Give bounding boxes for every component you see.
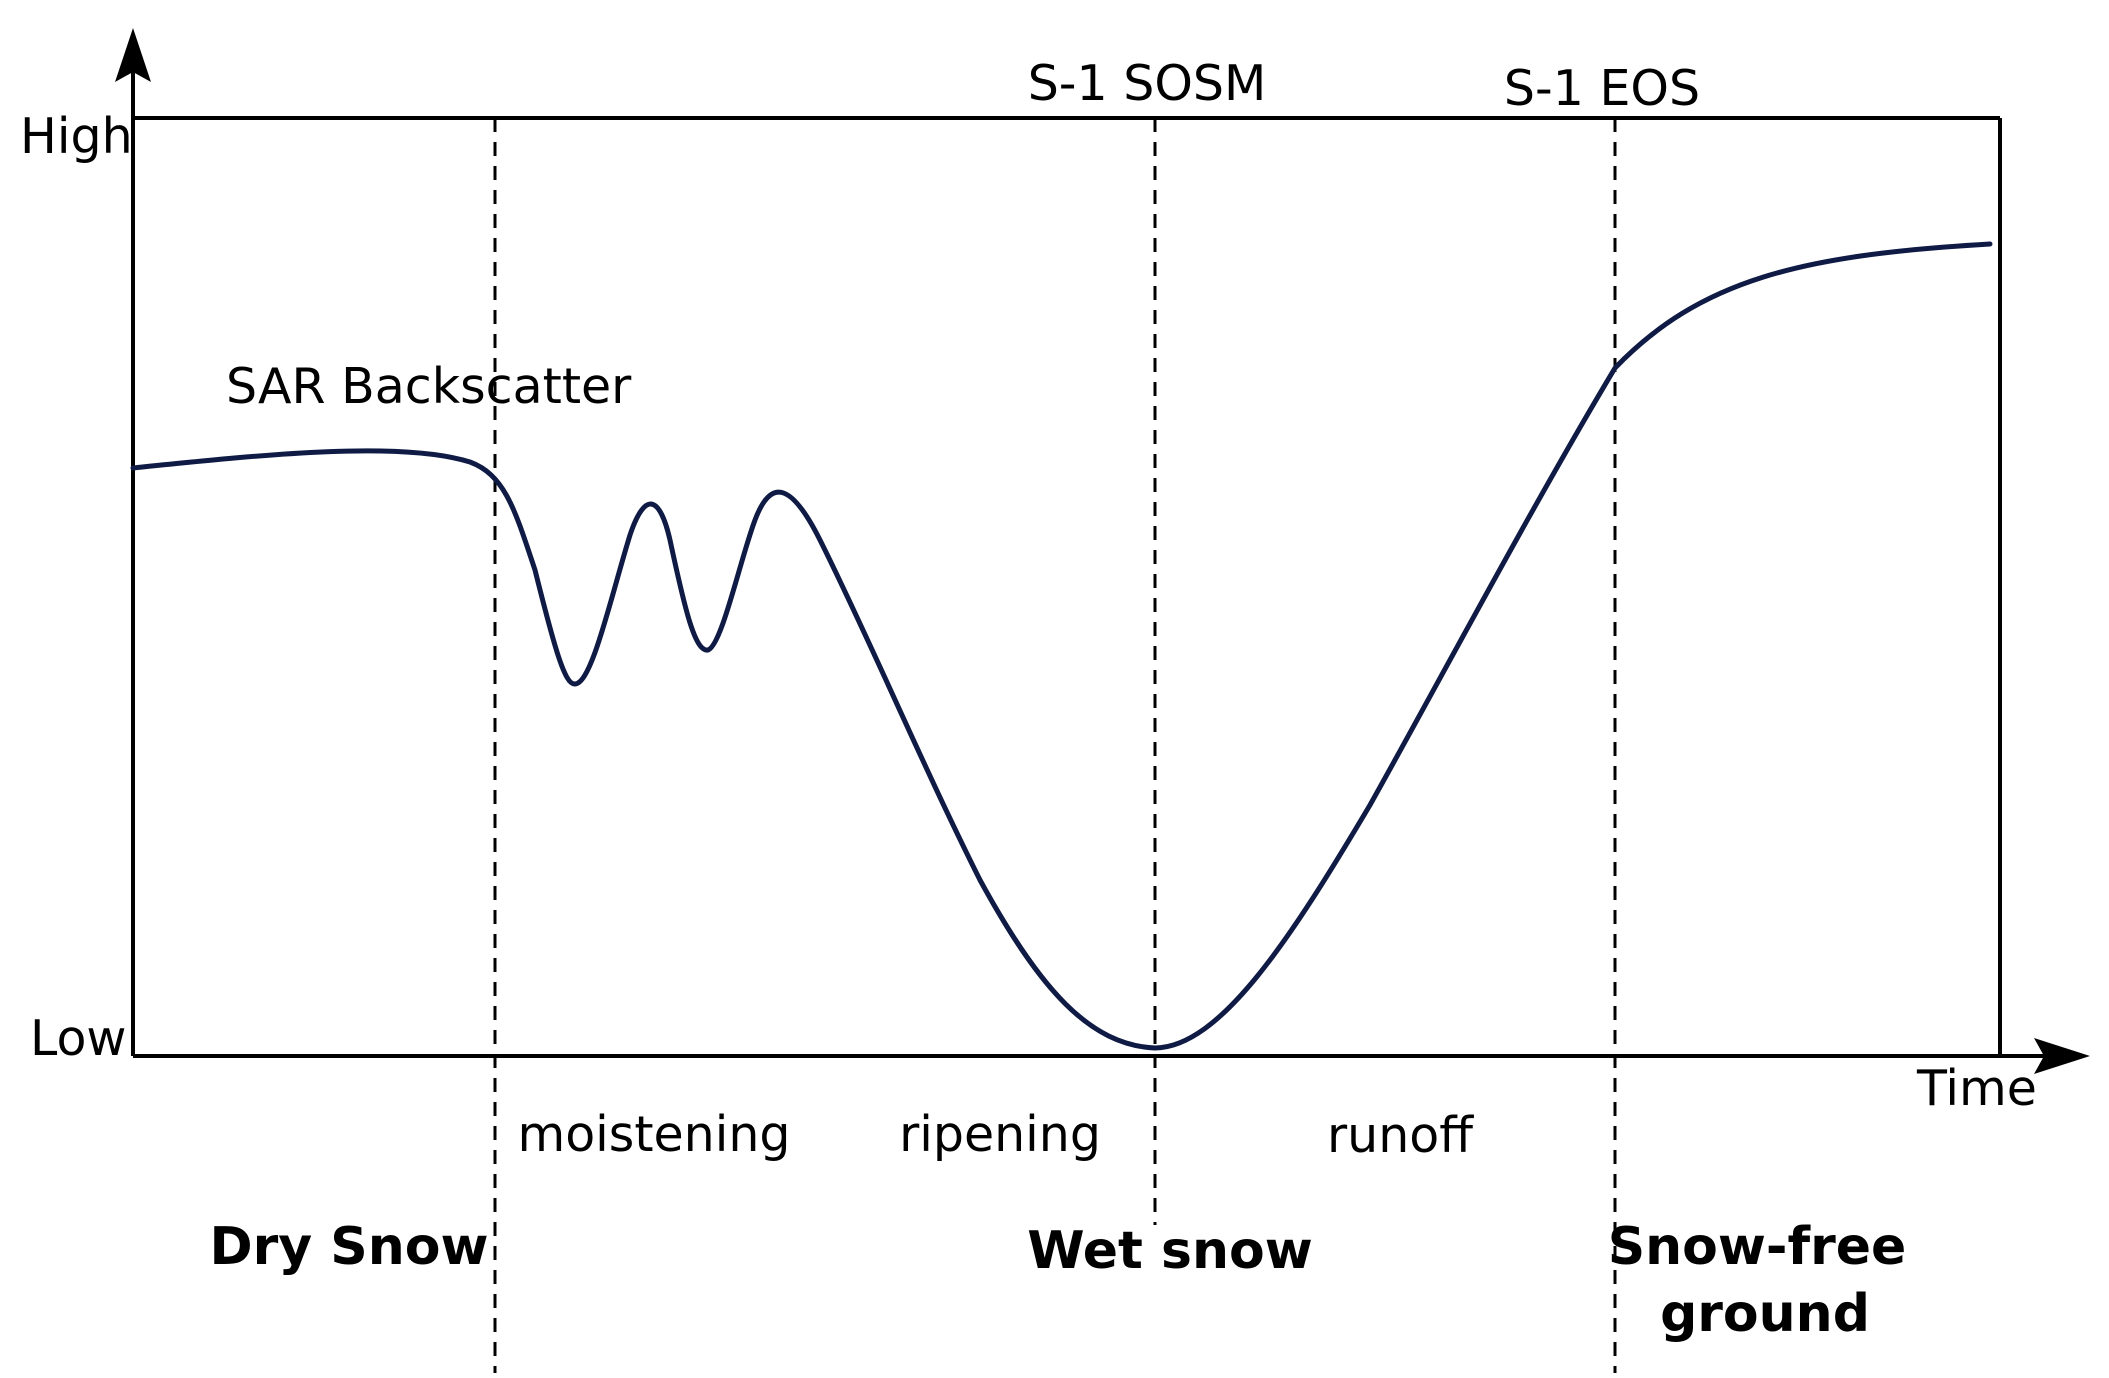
- state-wet-snow-label: Wet snow: [1027, 1221, 1312, 1281]
- marker-sosm-label: S-1 SOSM: [1028, 55, 1267, 112]
- y-axis-low-label: Low: [30, 1010, 127, 1067]
- state-snow-free-line2: ground: [1660, 1284, 1870, 1344]
- state-dry-snow-label: Dry Snow: [209, 1217, 488, 1277]
- state-snow-free-line1: Snow-free: [1608, 1217, 1907, 1277]
- phase-ripening-label: ripening: [899, 1106, 1101, 1163]
- phase-moistening-label: moistening: [517, 1106, 790, 1163]
- x-axis-arrowhead: [2034, 1038, 2090, 1074]
- phase-runoff-label: runoff: [1327, 1107, 1474, 1164]
- sar-backscatter-curve: [130, 241, 1993, 1051]
- marker-eos-label: S-1 EOS: [1504, 60, 1700, 117]
- y-axis-arrowhead: [115, 28, 151, 82]
- curve-label: SAR Backscatter: [226, 358, 632, 415]
- y-axis-high-label: High: [20, 108, 133, 165]
- x-axis-time-label: Time: [1916, 1060, 2037, 1117]
